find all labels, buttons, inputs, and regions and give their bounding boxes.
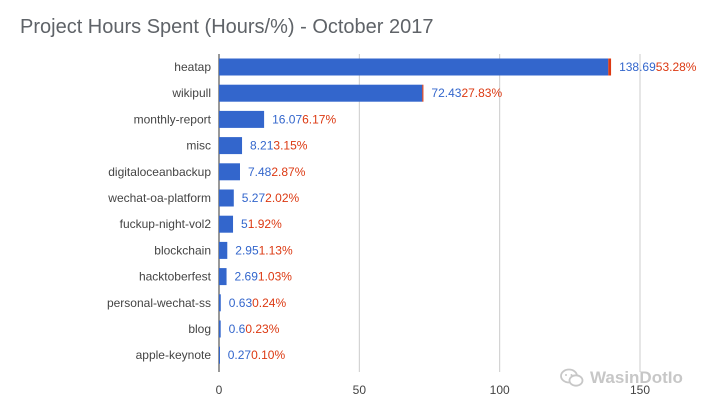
data-label: 72.4327.83%	[431, 86, 502, 100]
percent-value-label: 53.28%	[656, 60, 697, 74]
data-label: 7.482.87%	[248, 165, 306, 179]
data-label: 0.630.24%	[229, 296, 287, 310]
category-label: wikipull	[171, 86, 211, 100]
bar-hours	[219, 268, 227, 286]
percent-value-label: 6.17%	[302, 112, 336, 126]
data-label: 16.076.17%	[272, 112, 336, 126]
bars	[219, 58, 612, 364]
percent-value-label: 1.03%	[258, 270, 292, 284]
bar-hours	[219, 294, 221, 312]
hours-value-label: 0.63	[229, 296, 253, 310]
bar-percent	[608, 58, 612, 76]
category-label: blockchain	[154, 243, 211, 257]
bar-hours	[219, 110, 265, 128]
hours-value-label: 5.27	[242, 191, 266, 205]
x-tick-label: 100	[490, 383, 510, 397]
percent-value-label: 2.02%	[265, 191, 299, 205]
hours-value-label: 138.69	[619, 60, 656, 74]
category-label: hacktoberfest	[139, 270, 212, 284]
percent-value-label: 0.10%	[251, 348, 285, 362]
category-label: apple-keynote	[136, 348, 212, 362]
x-tick-label: 0	[216, 383, 223, 397]
category-label: wechat-oa-platform	[107, 191, 211, 205]
data-label: 0.60.23%	[229, 322, 280, 336]
wechat-icon	[560, 368, 584, 387]
bar-hours	[219, 137, 243, 155]
category-label: monthly-report	[134, 112, 212, 126]
category-label: heatap	[174, 60, 211, 74]
percent-value-label: 0.24%	[252, 296, 286, 310]
data-label: 51.92%	[241, 217, 282, 231]
hours-value-label: 2.69	[235, 270, 259, 284]
data-label: 8.213.15%	[250, 139, 308, 153]
data-label: 2.951.13%	[235, 243, 293, 257]
data-label: 5.272.02%	[242, 191, 300, 205]
category-label: fuckup-night-vol2	[120, 217, 212, 231]
hours-value-label: 5	[241, 217, 248, 231]
bar-hours	[219, 163, 240, 181]
category-label: misc	[186, 139, 211, 153]
data-label: 2.691.03%	[235, 270, 293, 284]
data-label: 138.6953.28%	[619, 60, 697, 74]
category-label: blog	[188, 322, 211, 336]
bar-hours	[219, 215, 234, 233]
x-tick-label: 150	[630, 383, 650, 397]
watermark-text: WasinDotIo	[590, 368, 683, 387]
hours-value-label: 7.48	[248, 165, 272, 179]
percent-value-label: 1.13%	[259, 243, 293, 257]
percent-value-label: 2.87%	[271, 165, 305, 179]
bar-hours	[219, 320, 221, 338]
x-tick-label: 50	[353, 383, 367, 397]
labels: 0 50 100 150 heatap 138.6953.28% wikipull 72.43…	[107, 60, 697, 397]
hours-value-label: 2.95	[235, 243, 259, 257]
category-label: digitaloceanbackup	[108, 165, 211, 179]
hours-value-label: 72.43	[431, 86, 461, 100]
percent-value-label: 0.23%	[245, 322, 279, 336]
hours-value-label: 0.27	[228, 348, 252, 362]
gridlines	[218, 54, 641, 372]
percent-value-label: 1.92%	[248, 217, 282, 231]
chart-title: Project Hours Spent (Hours/%) - October …	[20, 16, 434, 38]
bar-hours	[219, 189, 234, 207]
watermark: WasinDotIo	[560, 368, 683, 388]
data-label: 0.270.10%	[228, 348, 286, 362]
percent-value-label: 27.83%	[461, 86, 502, 100]
bar-hours	[219, 84, 423, 102]
category-label: personal-wechat-ss	[107, 296, 211, 310]
hours-value-label: 16.07	[272, 112, 302, 126]
percent-value-label: 3.15%	[273, 139, 307, 153]
bar-hours	[219, 58, 609, 76]
bar-hours	[219, 346, 220, 364]
bar-hours	[219, 241, 228, 259]
hours-value-label: 0.6	[229, 322, 246, 336]
bar-percent	[422, 84, 424, 102]
hours-value-label: 8.21	[250, 139, 274, 153]
